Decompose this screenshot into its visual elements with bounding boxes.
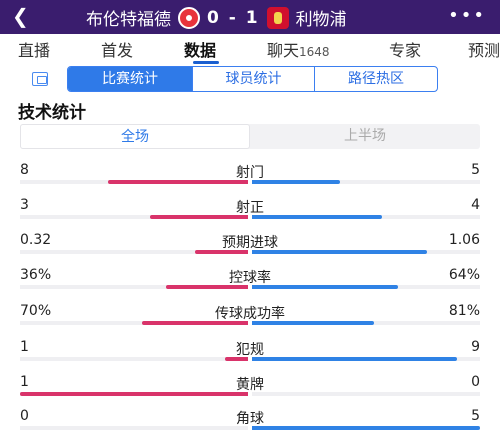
away-track xyxy=(252,285,480,289)
away-value: 9 xyxy=(471,339,480,355)
home-value: 70% xyxy=(20,303,52,319)
home-bar xyxy=(142,321,248,325)
period-first-half-button[interactable]: 上半场 xyxy=(344,128,386,144)
away-track xyxy=(252,392,480,396)
home-track xyxy=(20,392,248,396)
tab-stats[interactable]: 数据 xyxy=(184,41,217,60)
stat-row-possession: 36% 控球率 64% xyxy=(0,265,500,301)
more-dots-icon[interactable]: ••• xyxy=(448,5,486,26)
stats-subtabs: 比赛统计 球员统计 路径热区 xyxy=(67,66,438,92)
subtab-match-stats[interactable]: 比赛统计 xyxy=(68,67,192,91)
away-track xyxy=(252,321,480,325)
back-arrow-icon[interactable]: ❮ xyxy=(12,4,29,28)
home-value: 0.32 xyxy=(20,232,52,248)
away-bar xyxy=(252,215,383,219)
home-track xyxy=(20,180,248,184)
home-bar xyxy=(165,285,248,289)
stat-name: 控球率 xyxy=(229,270,271,286)
away-bar xyxy=(252,357,458,361)
away-track xyxy=(252,357,480,361)
away-track xyxy=(252,180,480,184)
away-track xyxy=(252,215,480,219)
away-track xyxy=(252,426,480,430)
tab-chat-label: 聊天 xyxy=(267,41,300,60)
away-team-name: 利物浦 xyxy=(295,10,347,30)
away-value: 81% xyxy=(448,303,480,319)
tab-chat[interactable]: 聊天1648 xyxy=(267,37,330,61)
home-value: 36% xyxy=(20,267,52,283)
away-bar xyxy=(252,250,428,254)
home-track xyxy=(20,357,248,361)
stat-row-pass-accuracy: 70% 传球成功率 81% xyxy=(0,301,500,337)
home-value: 3 xyxy=(20,197,29,213)
away-value: 5 xyxy=(471,162,480,178)
away-bar xyxy=(252,180,340,184)
tab-active-indicator xyxy=(193,61,219,64)
tab-prediction[interactable]: 预测 xyxy=(468,41,500,60)
main-tabs: 直播 首发 数据 聊天1648 专家 预测 xyxy=(0,34,500,64)
match-header: ❮ 布伦特福德 0 - 1 利物浦 ••• xyxy=(0,0,500,34)
stat-name: 预期进球 xyxy=(222,235,278,251)
home-value: 1 xyxy=(20,374,29,390)
home-bar xyxy=(107,180,248,184)
away-track xyxy=(252,250,480,254)
away-value: 5 xyxy=(471,408,480,424)
stat-name: 射门 xyxy=(236,165,264,181)
home-value: 1 xyxy=(20,339,29,355)
tab-expert[interactable]: 专家 xyxy=(389,41,422,60)
stat-name: 传球成功率 xyxy=(215,306,285,322)
home-track xyxy=(20,285,248,289)
away-bar xyxy=(252,321,375,325)
stat-name: 犯规 xyxy=(236,342,264,358)
home-value: 0 xyxy=(20,408,29,424)
period-full-button[interactable]: 全场 xyxy=(20,124,250,149)
liverpool-crest-icon xyxy=(266,6,289,29)
stat-row-expected-goals: 0.32 预期进球 1.06 xyxy=(0,230,500,266)
stat-name: 黄牌 xyxy=(236,377,264,393)
stat-row-shots: 8 射门 5 xyxy=(0,160,500,196)
home-track xyxy=(20,426,248,430)
stat-name: 角球 xyxy=(236,411,264,427)
home-bar xyxy=(20,392,248,396)
away-value: 64% xyxy=(448,267,480,283)
tab-lineup[interactable]: 首发 xyxy=(101,41,134,60)
subtab-heatmap[interactable]: 路径热区 xyxy=(314,67,437,91)
home-track xyxy=(20,215,248,219)
section-title: 技术统计 xyxy=(18,103,86,123)
away-bar xyxy=(252,285,398,289)
away-value: 4 xyxy=(471,197,480,213)
stat-row-shots-on-target: 3 射正 4 xyxy=(0,195,500,231)
match-title: 布伦特福德 0 - 1 利物浦 xyxy=(86,5,347,30)
away-bar xyxy=(252,426,480,430)
tab-live[interactable]: 直播 xyxy=(18,41,51,60)
home-bar xyxy=(225,357,248,361)
match-score: 0 - 1 xyxy=(207,7,260,28)
stat-row-corners: 0 角球 5 xyxy=(0,406,500,440)
home-bar xyxy=(150,215,248,219)
period-switch: 全场 上半场 xyxy=(20,124,480,149)
away-value: 0 xyxy=(471,374,480,390)
stat-row-fouls: 1 犯规 9 xyxy=(0,337,500,373)
home-track xyxy=(20,250,248,254)
away-value: 1.06 xyxy=(448,232,480,248)
home-bar xyxy=(195,250,248,254)
home-value: 8 xyxy=(20,162,29,178)
tab-chat-count: 1648 xyxy=(299,45,330,59)
subtab-player-stats[interactable]: 球员统计 xyxy=(192,67,314,91)
home-track xyxy=(20,321,248,325)
brentford-crest-icon xyxy=(178,6,200,29)
stat-row-yellow-cards: 1 黄牌 0 xyxy=(0,372,500,408)
share-image-icon[interactable] xyxy=(32,72,48,86)
home-team-name: 布伦特福德 xyxy=(86,10,171,30)
stat-name: 射正 xyxy=(236,200,264,216)
